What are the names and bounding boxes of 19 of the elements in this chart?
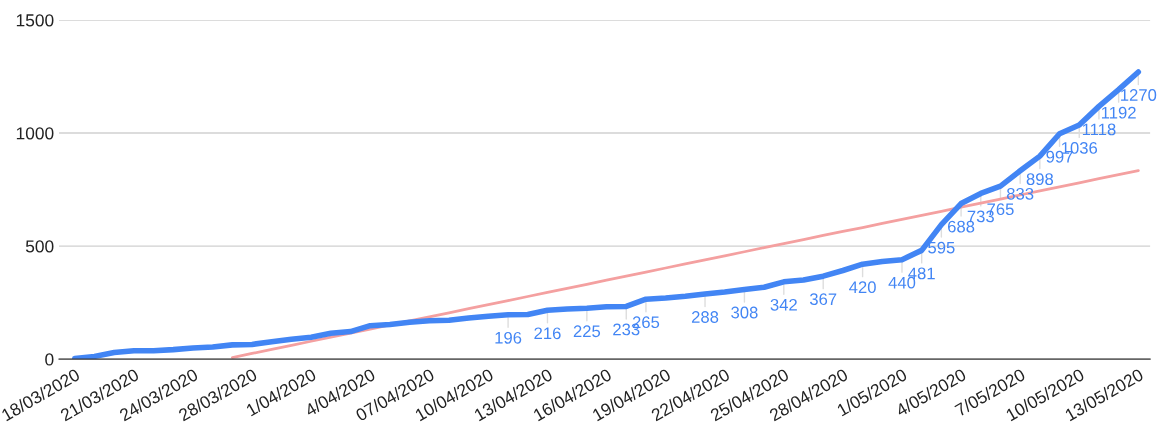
data-label: 420	[849, 281, 876, 294]
line-series	[230, 169, 1140, 359]
data-label: 196	[495, 331, 522, 344]
data-label: 342	[770, 298, 797, 311]
data-label: 595	[928, 241, 955, 254]
data-label: 898	[1026, 173, 1054, 186]
y-tick-label: 1500	[16, 14, 54, 27]
data-label: 288	[691, 311, 719, 323]
data-label: 1192	[1101, 106, 1136, 119]
data-label: 1270	[1121, 89, 1157, 101]
data-label: 1118	[1082, 123, 1116, 136]
data-label: 367	[809, 293, 837, 306]
data-label: 225	[573, 325, 601, 338]
y-tick-label: 1000	[16, 127, 54, 140]
data-label: 216	[534, 327, 561, 340]
y-tick-label: 0	[45, 353, 54, 366]
data-label: 833	[1006, 187, 1034, 200]
data-label: 308	[731, 306, 758, 319]
y-tick-label: 500	[25, 240, 54, 253]
